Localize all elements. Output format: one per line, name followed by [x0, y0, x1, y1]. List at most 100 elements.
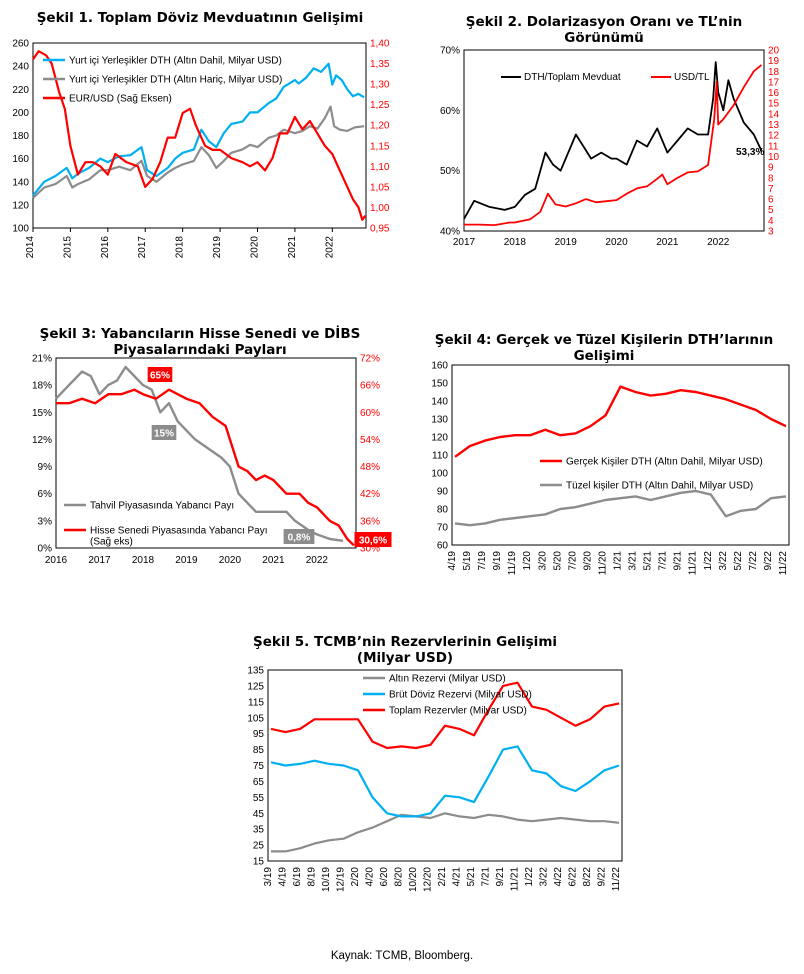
- fig1-ytick-left: 100: [12, 224, 29, 235]
- fig3-ytick-right: 54%: [360, 435, 380, 446]
- fig4-xtick: 5/22: [733, 551, 744, 571]
- fig3-legend-label: Hisse Senedi Piyasasında Yabancı Payı: [90, 526, 268, 537]
- fig3-label-d-bg: [354, 532, 392, 547]
- fig4-xtick: 5/20: [552, 551, 563, 571]
- fig2-ytick-right: 9: [768, 163, 774, 174]
- fig4-xtick: 9/20: [582, 551, 593, 571]
- fig3-label-d: 30,6%: [359, 536, 387, 547]
- fig5-xtick: 6/22: [568, 867, 579, 887]
- fig1-ytick-left: 220: [12, 85, 29, 96]
- fig5-xtick: 8/20: [394, 867, 405, 887]
- fig1-legend-label: Yurt içi Yerleşikler DTH (Altın Hariç, M…: [69, 75, 282, 86]
- fig4-xtick: 11/22: [778, 551, 789, 576]
- fig5-ytick-left: 55: [253, 793, 265, 804]
- fig2-ytick-right: 20: [768, 46, 780, 57]
- fig1-ytick-right: 1,35: [370, 59, 390, 70]
- fig2-ytick-left: 70%: [440, 46, 460, 57]
- fig1-xtick: 2017: [137, 236, 148, 259]
- fig4-xtick: 9/22: [763, 551, 774, 571]
- fig4-ytick-left: 60: [437, 541, 449, 552]
- fig2-ytick-right: 7: [768, 184, 774, 195]
- fig5-ytick-left: 25: [253, 841, 265, 852]
- fig5-xtick: 4/20: [365, 867, 376, 887]
- plot-frame: [463, 49, 765, 232]
- fig4-ytick-left: 130: [431, 415, 448, 426]
- fig1-ytick-left: 180: [12, 131, 29, 142]
- figure-1-chart: 260 240 220 200 180 160 140 120 100 1,40 1,35 1,30 1…: [12, 39, 390, 259]
- fig5-ytick-left: 75: [253, 761, 265, 772]
- fig4-xtick: 7/19: [477, 551, 488, 571]
- fig2-ytick-right: 19: [768, 56, 780, 67]
- fig1-ytick-right: 1,40: [370, 39, 390, 50]
- fig5-xtick: 11/21: [510, 867, 521, 892]
- fig2-series-0: [463, 61, 763, 220]
- fig3-legend-label: Tahvil Piyasasında Yabancı Payı: [90, 501, 234, 512]
- fig1-xtick: 2014: [25, 236, 36, 259]
- fig5-xtick: 9/21: [495, 867, 506, 887]
- fig5-xtick: 11/22: [611, 867, 622, 892]
- fig3-ytick-left: 18%: [32, 381, 52, 392]
- fig4-xtick: 7/20: [567, 551, 578, 571]
- fig4-xtick: 3/22: [718, 551, 729, 571]
- fig3-ytick-left: 6%: [38, 489, 53, 500]
- fig5-xtick: 10/19: [321, 867, 332, 892]
- fig2-ytick-left: 60%: [440, 106, 460, 117]
- figure-2: Şekil 2. Dolarizasyon Oranı ve TL’nin Gö…: [404, 0, 804, 270]
- fig4-xtick: 4/19: [447, 551, 458, 571]
- fig4-ytick-left: 160: [431, 361, 448, 372]
- source-note: Kaynak: TCMB, Bloomberg.: [330, 950, 474, 962]
- fig4-xtick: 3/20: [537, 551, 548, 571]
- fig3-xtick: 2018: [132, 555, 155, 566]
- fig3-ytick-left: 15%: [32, 408, 52, 419]
- fig3-ytick-left: 12%: [32, 435, 52, 446]
- fig2-ytick-right: 6: [768, 195, 774, 206]
- fig5-xtick: 4/22: [553, 867, 564, 887]
- fig3-xtick: 2017: [88, 555, 111, 566]
- fig5-xtick: 2/21: [437, 867, 448, 887]
- fig1-xtick: 2019: [212, 236, 223, 259]
- fig5-xtick: 9/22: [597, 867, 608, 887]
- fig5-series-1: [270, 745, 620, 818]
- fig5-ytick-left: 105: [247, 713, 264, 724]
- fig5-legend-label: Toplam Rezervler (Milyar USD): [389, 706, 527, 717]
- fig2-ytick-left: 40%: [440, 227, 460, 238]
- fig4-ytick-left: 80: [437, 505, 449, 516]
- fig4-ytick-left: 100: [431, 469, 448, 480]
- fig5-ytick-left: 45: [253, 809, 265, 820]
- fig1-ytick-right: 1,15: [370, 141, 390, 152]
- fig4-xtick: 9/19: [492, 551, 503, 571]
- fig3-label-c: 0,8%: [288, 533, 311, 544]
- fig1-ytick-left: 160: [12, 154, 29, 165]
- fig5-xtick: 6/19: [292, 867, 303, 887]
- fig3-legend-label: (Sağ eks): [90, 537, 133, 548]
- fig4-xtick: 3/21: [628, 551, 639, 571]
- fig2-ytick-right: 11: [768, 141, 779, 152]
- fig1-series-1: [32, 105, 365, 199]
- fig1-ytick-left: 260: [12, 39, 29, 50]
- fig2-xtick: 2021: [656, 237, 679, 248]
- fig3-label-c-bg: [283, 529, 315, 544]
- figure-2-title: Şekil 2. Dolarizasyon Oranı ve TL’nin Gö…: [465, 14, 743, 46]
- fig2-ytick-right: 4: [768, 216, 774, 227]
- fig4-ytick-left: 140: [431, 397, 448, 408]
- fig3-xtick: 2022: [306, 555, 329, 566]
- fig5-xtick: 3/19: [263, 867, 274, 887]
- fig4-series-1: [454, 489, 787, 527]
- figure-4-chart: 160 150 140 130 120 110 100 90 80 70 604/19 5/19 7/1…: [431, 361, 790, 576]
- fig5-xtick: 3/22: [539, 867, 550, 887]
- fig3-ytick-right: 36%: [360, 516, 380, 527]
- figure-5: Şekil 5. TCMB’nin Rezervlerinin Gelişimi…: [200, 628, 623, 892]
- fig1-ytick-left: 120: [12, 200, 29, 211]
- fig2-ytick-left: 50%: [440, 166, 460, 177]
- fig3-ytick-right: 66%: [360, 381, 380, 392]
- fig2-ytick-right: 18: [768, 67, 780, 78]
- fig3-label-a: 65%: [150, 371, 170, 382]
- fig3-label-a-bg: [147, 367, 173, 382]
- figure-1: Şekil 1. Toplam Döviz Mevduatının Gelişi…: [0, 0, 400, 270]
- fig5-ytick-left: 35: [253, 825, 265, 836]
- fig1-ytick-right: 0,95: [370, 224, 390, 235]
- fig2-xtick: 2020: [605, 237, 628, 248]
- plot-frame: [451, 364, 790, 546]
- fig5-xtick: 12/20: [423, 867, 434, 892]
